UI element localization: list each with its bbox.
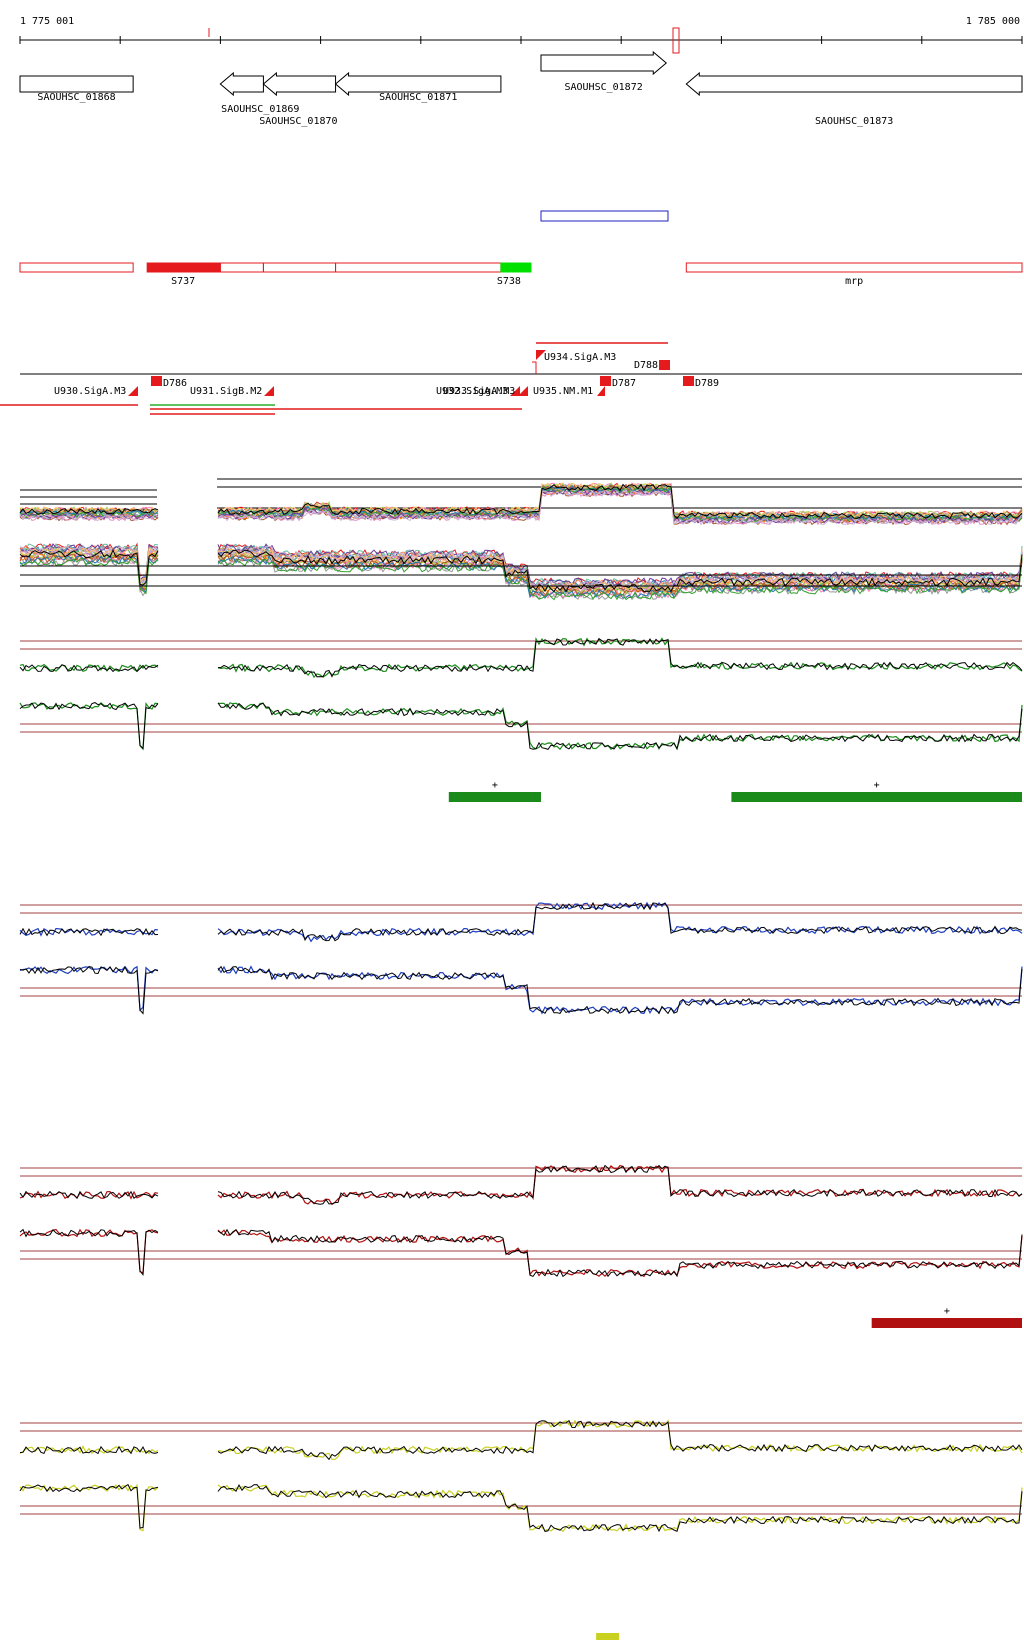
ruler-end-label: 1 785 000 [966,16,1020,27]
profile-line-lower-black [19,1228,1023,1278]
coordinate-ruler: 1 775 001 1 785 000 [19,16,1023,54]
feature-label-U932: U932.SigA.M3 [436,386,508,397]
profile-line-upper [19,901,1023,943]
terminator-D789 [683,376,694,386]
gene-label-SAOUHSC_01869: SAOUHSC_01869 [221,104,299,115]
promoter-flag [597,386,605,396]
segment-label: S738 [497,276,521,287]
profile-line-upper [19,1164,1023,1206]
ruler-ticks [19,36,1023,44]
segment [219,262,264,273]
gene-SAOUHSC_01872 [540,50,668,76]
terminator-D787 [600,376,611,386]
feature-label-U934: U934.SigA.M3 [544,352,616,363]
profile-line-lower [19,1228,1023,1278]
feature-label-U933: U933.SigA.M3 [443,386,515,397]
promoter-flag [264,374,274,396]
segment-track: S737 S738 mrp [19,262,1023,287]
gene-label-SAOUHSC_01868: SAOUHSC_01868 [37,92,115,103]
gene-SAOUHSC_01873 [685,71,1023,97]
gene-label-SAOUHSC_01871: SAOUHSC_01871 [379,92,457,103]
gene-SAOUHSC_01869 [219,71,264,97]
profile-line-lower-black [19,965,1023,1015]
segment [685,262,1023,273]
feature-label-U935: U935.NM.M1 [533,386,593,397]
feature-label-D786: D786 [163,378,187,389]
segment-label: S737 [171,276,195,287]
gene-label-SAOUHSC_01873: SAOUHSC_01873 [815,116,893,127]
profile-line-upper [19,482,1023,518]
profile-line-upper-black [19,1419,1023,1461]
gene-label-SAOUHSC_01872: SAOUHSC_01872 [564,82,642,93]
profile-line-upper-black [19,637,1023,678]
segment [500,262,532,273]
call-mark [596,1633,620,1640]
segment [19,262,134,273]
feature-label-D787: D787 [612,378,636,389]
promoter-stem [532,361,537,374]
call-marks: +++- [448,780,1022,1640]
profile-line-lower [19,557,1023,601]
profile-line-upper [19,637,1023,679]
call-mark-label: + [944,1306,950,1317]
profile-line-lower [19,547,1023,592]
profile-line-lower [19,547,1023,591]
promoter-flag [510,374,520,396]
profile-line-lower-black [19,702,1023,751]
promoter-flag [518,374,528,396]
gene-SAOUHSC_01868 [19,75,134,93]
gene-SAOUHSC_01870 [262,71,337,97]
feature-label-U930: U930.SigA.M3 [54,386,126,397]
call-mark [871,1318,1022,1328]
terminator-D786 [151,376,162,386]
profile-line-upper [19,489,1023,526]
profile-line-upper [19,1419,1023,1461]
feature-label-D789: D789 [695,378,719,389]
segment-label: mrp [845,276,863,287]
segment [262,262,337,273]
feature-label-D788: D788 [634,360,658,371]
transcript-box [540,210,669,222]
profile-line-lower [19,544,1023,589]
feature-label-U931: U931.SigB.M2 [190,386,262,397]
gene-label-SAOUHSC_01870: SAOUHSC_01870 [259,116,337,127]
terminator-D788 [659,360,670,370]
promoter-flag [128,374,138,396]
call-mark [448,792,541,802]
segment [335,262,502,273]
ruler-marker-box [672,27,680,54]
profile-line-upper-black [19,1164,1023,1205]
feature-track: U930.SigA.M3 D786 U931.SigB.M2 U932.SigA… [0,342,1022,415]
promoter-flag [536,350,546,360]
expression-profiles [19,478,1023,1533]
profile-line-upper-black [19,901,1023,942]
call-mark [731,792,1022,802]
call-mark-label: + [492,780,498,791]
profile-line-upper [19,483,1023,520]
profile-line-lower [19,548,1023,593]
call-mark-label: + [874,780,880,791]
segment [146,262,221,273]
ruler-start-label: 1 775 001 [20,16,74,27]
gene-SAOUHSC_01871 [334,71,502,97]
profile-line-lower [19,965,1023,1015]
profile-line-lower-black [19,1483,1023,1533]
